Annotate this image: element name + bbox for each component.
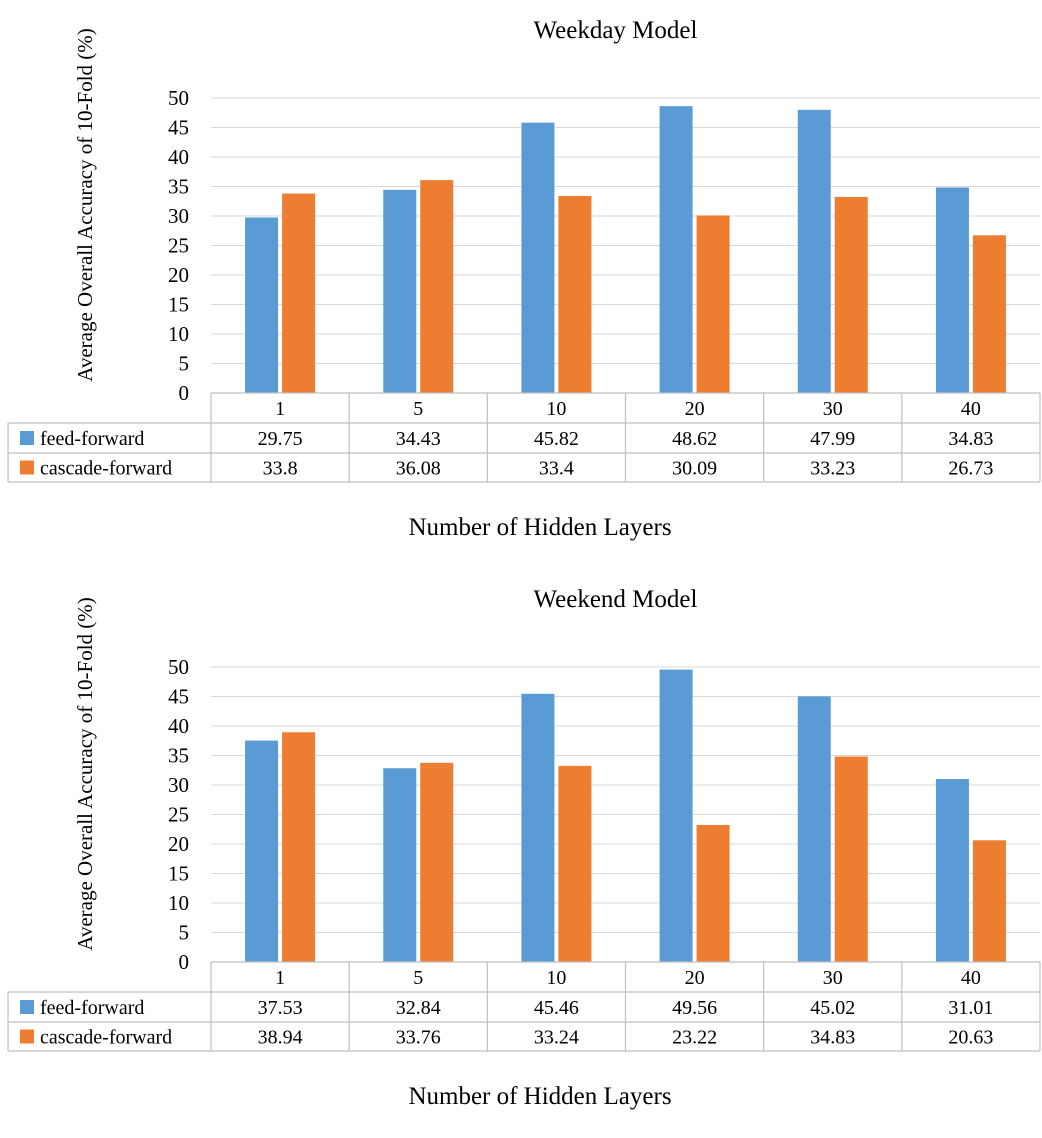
y-tick-label: 25 <box>168 803 189 827</box>
y-tick-label: 20 <box>168 832 189 856</box>
bar-cascade-forward-1 <box>282 732 316 962</box>
bar-feed-forward-20 <box>659 106 693 393</box>
y-tick-label: 40 <box>168 714 189 738</box>
y-tick-label: 50 <box>168 86 189 110</box>
bar-feed-forward-30 <box>797 696 831 962</box>
data-label: 26.73 <box>948 458 993 480</box>
y-tick-label: 0 <box>179 950 190 974</box>
data-label: 33.23 <box>810 458 855 480</box>
bar-feed-forward-10 <box>521 693 555 962</box>
y-tick-label: 35 <box>168 744 189 768</box>
x-tick-label: 10 <box>546 967 566 989</box>
data-label: 48.62 <box>672 428 717 450</box>
bar-feed-forward-5 <box>383 768 417 962</box>
y-tick-label: 5 <box>179 352 190 376</box>
data-label: 33.8 <box>263 458 298 480</box>
y-tick-label: 5 <box>179 921 190 945</box>
data-label: 29.75 <box>258 428 303 450</box>
bar-cascade-forward-40 <box>972 235 1006 393</box>
bar-cascade-forward-40 <box>972 840 1006 962</box>
x-tick-label: 20 <box>685 398 705 420</box>
bar-feed-forward-1 <box>245 217 279 393</box>
data-label: 47.99 <box>810 428 855 450</box>
y-tick-label: 35 <box>168 175 189 199</box>
y-tick-label: 10 <box>168 322 189 346</box>
data-label: 31.01 <box>948 997 993 1019</box>
legend-label: cascade-forward <box>40 458 172 480</box>
data-label: 45.82 <box>534 428 579 450</box>
x-tick-label: 40 <box>961 398 981 420</box>
data-label: 33.76 <box>396 1027 441 1049</box>
x-tick-label: 30 <box>823 967 843 989</box>
bar-cascade-forward-30 <box>834 756 868 962</box>
data-label: 45.02 <box>810 997 855 1019</box>
y-tick-label: 0 <box>179 381 190 405</box>
bar-cascade-forward-5 <box>420 180 454 393</box>
y-tick-label: 50 <box>168 655 189 679</box>
y-tick-label: 15 <box>168 293 189 317</box>
x-tick-label: 5 <box>413 398 423 420</box>
y-axis-label: Average Overall Accuracy of 10-Fold (%) <box>73 597 97 951</box>
bar-feed-forward-20 <box>659 669 693 962</box>
data-label: 37.53 <box>258 997 303 1019</box>
legend-label: feed-forward <box>40 997 144 1019</box>
y-axis-label: Average Overall Accuracy of 10-Fold (%) <box>73 28 97 382</box>
y-tick-label: 25 <box>168 234 189 258</box>
y-tick-label: 40 <box>168 145 189 169</box>
x-tick-label: 30 <box>823 398 843 420</box>
legend-swatch-feed-forward <box>20 431 34 445</box>
data-label: 49.56 <box>672 997 717 1019</box>
data-label: 38.94 <box>258 1027 303 1049</box>
x-tick-label: 1 <box>275 398 285 420</box>
y-tick-label: 15 <box>168 862 189 886</box>
x-axis-label: Number of Hidden Layers <box>408 514 671 541</box>
bar-cascade-forward-5 <box>420 762 454 962</box>
data-label: 33.4 <box>539 458 574 480</box>
bar-feed-forward-1 <box>245 740 279 962</box>
legend-label: cascade-forward <box>40 1027 172 1049</box>
bar-cascade-forward-30 <box>834 196 868 393</box>
x-axis-label: Number of Hidden Layers <box>408 1083 671 1110</box>
data-label: 34.83 <box>810 1027 855 1049</box>
data-label: 20.63 <box>948 1027 993 1049</box>
bar-cascade-forward-20 <box>696 825 730 962</box>
bar-feed-forward-30 <box>797 109 831 393</box>
chart-title: Weekday Model <box>534 17 698 44</box>
data-label: 23.22 <box>672 1027 717 1049</box>
x-tick-label: 20 <box>685 967 705 989</box>
data-label: 45.46 <box>534 997 579 1019</box>
legend-label: feed-forward <box>40 428 144 450</box>
chart-title: Weekend Model <box>534 586 698 613</box>
bar-cascade-forward-1 <box>282 193 316 393</box>
y-tick-label: 20 <box>168 263 189 287</box>
data-label: 32.84 <box>396 997 441 1019</box>
data-label: 34.83 <box>948 428 993 450</box>
y-tick-label: 30 <box>168 204 189 228</box>
data-label: 30.09 <box>672 458 717 480</box>
bar-feed-forward-40 <box>935 187 969 393</box>
x-tick-label: 40 <box>961 967 981 989</box>
bar-feed-forward-10 <box>521 122 555 394</box>
data-label: 33.24 <box>534 1027 579 1049</box>
legend-swatch-feed-forward <box>20 1000 34 1014</box>
data-label: 34.43 <box>396 428 441 450</box>
bar-feed-forward-40 <box>935 779 969 962</box>
x-tick-label: 10 <box>546 398 566 420</box>
y-tick-label: 30 <box>168 773 189 797</box>
y-tick-label: 45 <box>168 116 189 140</box>
legend-swatch-cascade-forward <box>20 1029 34 1044</box>
data-label: 36.08 <box>396 458 441 480</box>
y-tick-label: 45 <box>168 685 189 709</box>
bar-cascade-forward-20 <box>696 215 730 393</box>
bar-cascade-forward-10 <box>558 765 592 962</box>
x-tick-label: 1 <box>275 967 285 989</box>
legend-swatch-cascade-forward <box>20 460 34 475</box>
bar-feed-forward-5 <box>383 189 417 393</box>
y-tick-label: 10 <box>168 891 189 915</box>
bar-cascade-forward-10 <box>558 195 592 393</box>
x-tick-label: 5 <box>413 967 423 989</box>
